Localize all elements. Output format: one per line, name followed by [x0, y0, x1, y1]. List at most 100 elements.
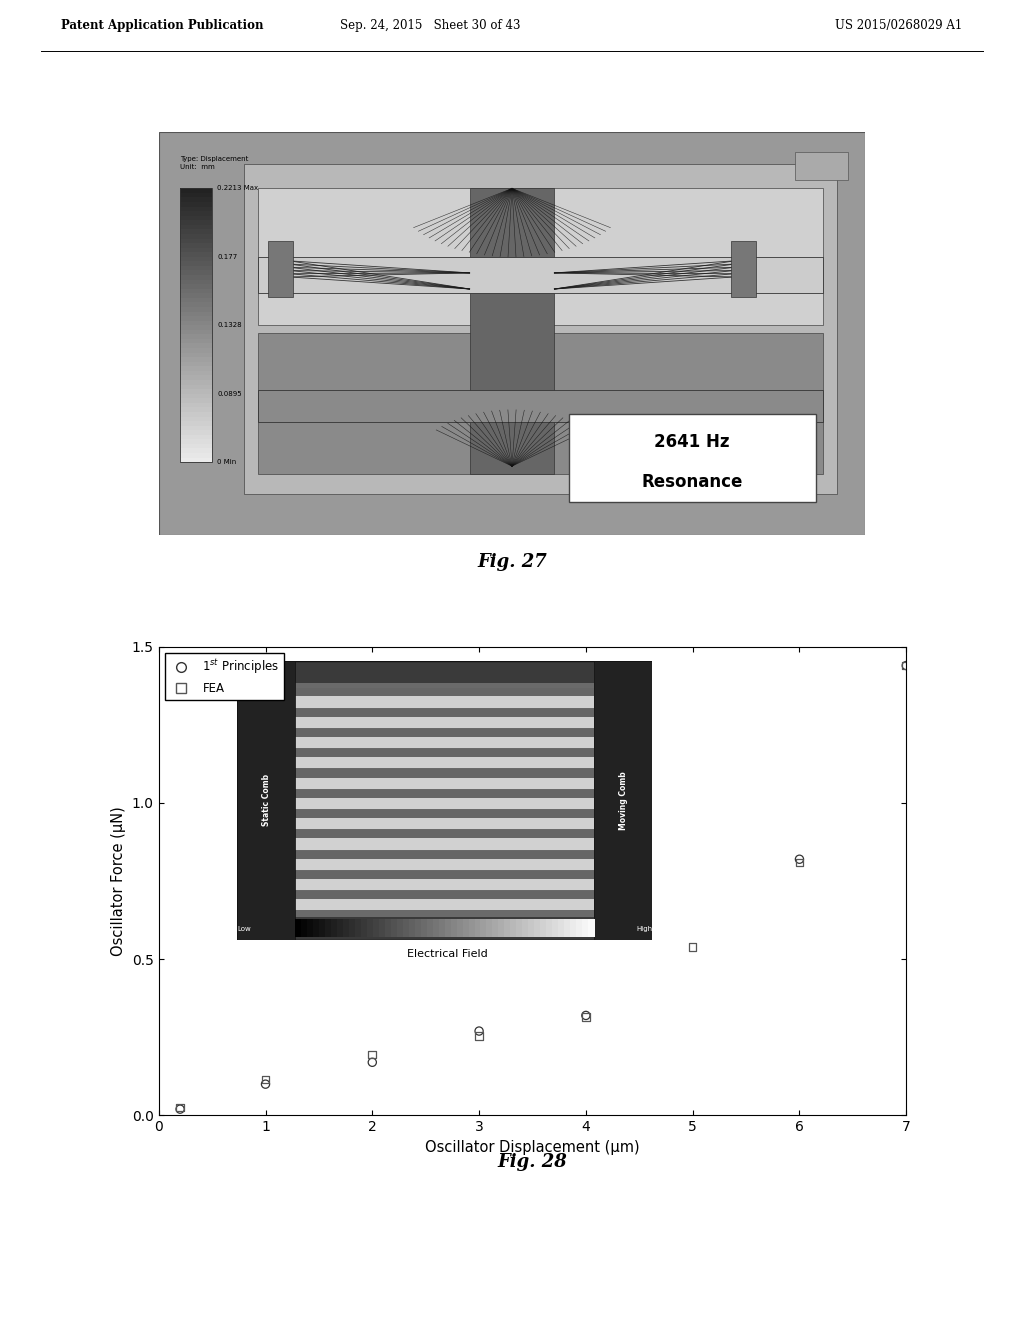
Bar	[180, 403, 212, 408]
Bar	[180, 210, 212, 215]
X-axis label: Oscillator Displacement (μm): Oscillator Displacement (μm)	[425, 1139, 640, 1155]
Bar	[180, 411, 212, 417]
Bar	[180, 438, 212, 444]
Bar	[258, 389, 823, 422]
Bar	[180, 356, 212, 362]
Point	[172, 1097, 188, 1118]
Bar	[180, 325, 212, 330]
Bar	[180, 306, 212, 312]
Point	[792, 849, 808, 870]
Bar	[180, 228, 212, 234]
Y-axis label: Oscillator Force (μN): Oscillator Force (μN)	[112, 807, 126, 956]
Bar	[180, 434, 212, 440]
Point	[172, 1098, 188, 1119]
Bar	[731, 240, 756, 297]
Bar	[180, 297, 212, 302]
Bar	[180, 397, 212, 403]
Bar	[180, 247, 212, 252]
Bar	[470, 189, 554, 474]
Bar	[268, 240, 293, 297]
Point	[578, 1006, 594, 1027]
Text: Electrical Field: Electrical Field	[407, 949, 487, 960]
Point	[365, 1044, 381, 1065]
Bar	[180, 366, 212, 371]
Bar	[180, 251, 212, 257]
Text: Type: Displacement
Unit:  mm: Type: Displacement Unit: mm	[180, 156, 248, 170]
Bar	[180, 360, 212, 367]
Bar	[568, 414, 816, 503]
Point	[898, 655, 914, 676]
Bar	[180, 425, 212, 430]
Point	[365, 1052, 381, 1073]
Point	[257, 1069, 273, 1090]
Bar	[180, 343, 212, 348]
Bar	[180, 447, 212, 453]
Text: 0.0895: 0.0895	[217, 391, 242, 397]
Point	[684, 936, 700, 957]
Bar	[244, 164, 837, 495]
Bar	[180, 284, 212, 289]
Bar	[180, 388, 212, 393]
Bar	[180, 453, 212, 458]
Point	[471, 1026, 487, 1047]
Bar	[180, 338, 212, 343]
Text: Fig. 27: Fig. 27	[477, 553, 547, 572]
Bar	[180, 275, 212, 280]
Bar	[180, 319, 212, 325]
Bar	[180, 457, 212, 462]
Text: Patent Application Publication: Patent Application Publication	[61, 18, 264, 32]
Bar	[180, 444, 212, 449]
Point	[578, 1005, 594, 1026]
Bar	[180, 384, 212, 389]
Text: Sep. 24, 2015   Sheet 30 of 43: Sep. 24, 2015 Sheet 30 of 43	[340, 18, 520, 32]
Bar	[180, 302, 212, 308]
Text: Fig. 28: Fig. 28	[498, 1152, 567, 1171]
Bar	[180, 269, 212, 275]
Text: 2641 Hz: 2641 Hz	[654, 433, 730, 451]
Bar	[180, 256, 212, 261]
Bar	[180, 197, 212, 202]
Point	[257, 1073, 273, 1094]
Bar	[180, 243, 212, 248]
Bar	[180, 379, 212, 384]
Text: 0 Min: 0 Min	[217, 459, 237, 465]
Point	[471, 1020, 487, 1041]
Bar	[180, 329, 212, 334]
Bar	[180, 420, 212, 425]
Bar	[180, 189, 212, 462]
Bar	[180, 370, 212, 375]
Bar	[180, 279, 212, 284]
Bar	[180, 347, 212, 352]
Bar	[258, 334, 823, 474]
Bar	[180, 224, 212, 230]
Bar	[180, 193, 212, 198]
Bar	[180, 393, 212, 399]
Bar	[180, 334, 212, 339]
Bar	[180, 416, 212, 421]
Point	[898, 655, 914, 676]
Bar	[258, 257, 823, 293]
Bar	[180, 206, 212, 211]
Point	[792, 851, 808, 873]
Bar	[180, 375, 212, 380]
Bar	[180, 288, 212, 293]
Bar	[180, 265, 212, 271]
Text: Resonance: Resonance	[641, 474, 742, 491]
Bar	[180, 293, 212, 298]
Text: 0.177: 0.177	[217, 253, 238, 260]
Legend: 1$^{st}$ Principles, FEA: 1$^{st}$ Principles, FEA	[165, 652, 284, 700]
Bar	[795, 152, 848, 181]
Text: 0.2213 Max: 0.2213 Max	[217, 185, 258, 191]
Bar	[180, 234, 212, 239]
Bar	[180, 429, 212, 434]
Bar	[180, 201, 212, 207]
Bar	[180, 407, 212, 412]
Bar	[180, 219, 212, 224]
Text: US 2015/0268029 A1: US 2015/0268029 A1	[836, 18, 963, 32]
Bar	[180, 315, 212, 321]
Bar	[180, 215, 212, 220]
Bar	[180, 187, 212, 193]
Text: 0.1328: 0.1328	[217, 322, 242, 329]
Bar	[180, 238, 212, 243]
Bar	[180, 352, 212, 358]
